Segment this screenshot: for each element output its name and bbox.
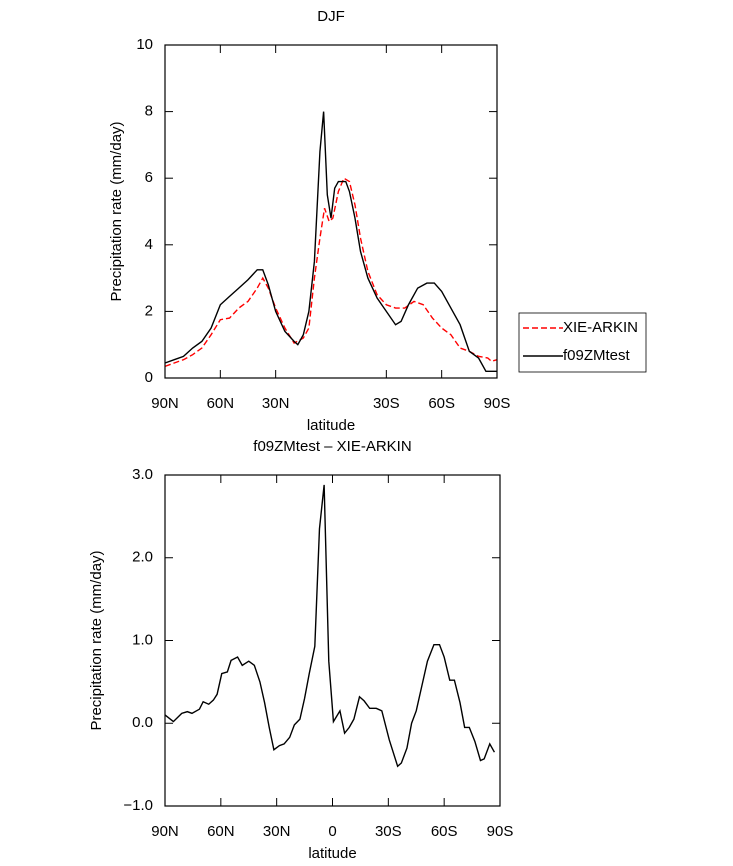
x-tick-label: 60N — [207, 823, 235, 840]
y-tick-label: 1.0 — [132, 631, 153, 648]
legend-box — [518, 312, 647, 373]
y-tick-label: −1.0 — [123, 797, 153, 814]
y-tick-label: 10 — [136, 36, 153, 53]
x-axis-label: latitude — [308, 845, 356, 862]
y-tick-label: 2.0 — [132, 549, 153, 566]
x-tick-label: 90S — [487, 823, 514, 840]
chart-title: f09ZMtest – XIE-ARKIN — [253, 438, 411, 455]
chart-title: DJF — [317, 8, 345, 25]
x-tick-label: 30N — [262, 395, 290, 412]
x-tick-label: 90S — [484, 395, 511, 412]
y-tick-label: 6 — [145, 169, 153, 186]
legend-label: XIE-ARKIN — [563, 319, 638, 336]
y-axis-label: Precipitation rate (mm/day) — [88, 550, 105, 730]
y-tick-label: 4 — [145, 236, 153, 253]
x-tick-label: 90N — [151, 395, 179, 412]
data-line — [164, 111, 497, 373]
y-axis-label: Precipitation rate (mm/day) — [108, 121, 125, 301]
y-tick-label: 8 — [145, 103, 153, 120]
legend-label: f09ZMtest — [563, 347, 631, 364]
x-tick-label: 90N — [151, 823, 179, 840]
x-tick-label: 60N — [207, 395, 235, 412]
y-tick-label: 2 — [145, 302, 153, 319]
x-axis-label: latitude — [307, 417, 355, 434]
y-tick-label: 0.0 — [132, 714, 153, 731]
y-tick-label: 3.0 — [132, 466, 153, 483]
plot-frame — [164, 44, 498, 379]
x-tick-label: 30S — [375, 823, 402, 840]
x-tick-label: 30S — [373, 395, 400, 412]
data-line — [164, 177, 498, 368]
y-tick-label: 0 — [145, 369, 153, 386]
x-tick-label: 0 — [328, 823, 336, 840]
x-tick-label: 30N — [263, 823, 291, 840]
data-line — [164, 484, 496, 768]
plot-frame — [164, 474, 501, 807]
x-tick-label: 60S — [428, 395, 455, 412]
x-tick-label: 60S — [431, 823, 458, 840]
